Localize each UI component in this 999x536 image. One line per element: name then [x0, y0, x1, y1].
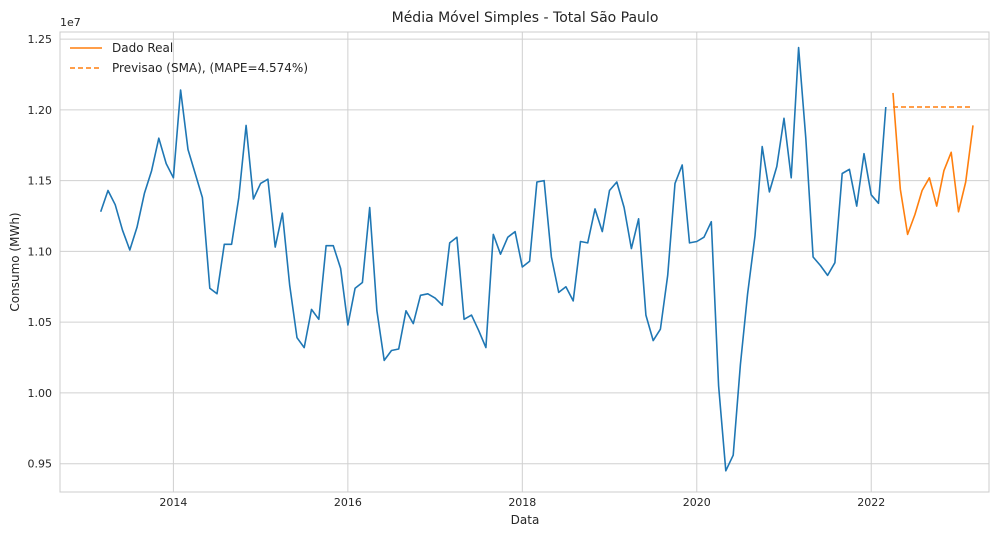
y-tick-label: 1.00 — [28, 387, 53, 400]
y-tick-label: 1.15 — [28, 175, 53, 188]
x-tick-label: 2016 — [334, 496, 362, 509]
series-line-historico — [99, 46, 887, 472]
y-tick-label: 1.05 — [28, 316, 53, 329]
y-tick-label: 1.25 — [28, 33, 53, 46]
legend-label-real: Dado Real — [112, 41, 173, 55]
x-tick-label: 2018 — [508, 496, 536, 509]
x-tick-label: 2022 — [857, 496, 885, 509]
series-layer — [99, 46, 974, 472]
y-tick-label: 1.10 — [28, 245, 53, 258]
chart-title: Média Móvel Simples - Total São Paulo — [392, 10, 659, 26]
y-axis: 0.95 1.00 1.05 1.10 1.15 1.20 1.25 — [28, 33, 53, 471]
y-offset-label: 1e7 — [60, 16, 81, 29]
x-axis-title: Data — [511, 513, 540, 527]
y-tick-label: 0.95 — [28, 458, 53, 471]
y-tick-label: 1.20 — [28, 104, 53, 117]
series-line-real — [892, 92, 974, 236]
gridlines — [60, 32, 989, 492]
plot-area-frame — [59, 31, 990, 493]
y-axis-title: Consumo (MWh) — [8, 212, 22, 311]
x-tick-label: 2014 — [159, 496, 187, 509]
x-axis: 2014 2016 2018 2020 2022 — [159, 496, 885, 509]
legend-label-previsao: Previsao (SMA), (MAPE=4.574%) — [112, 61, 308, 75]
legend: Dado Real Previsao (SMA), (MAPE=4.574%) — [70, 41, 308, 75]
x-tick-label: 2020 — [683, 496, 711, 509]
